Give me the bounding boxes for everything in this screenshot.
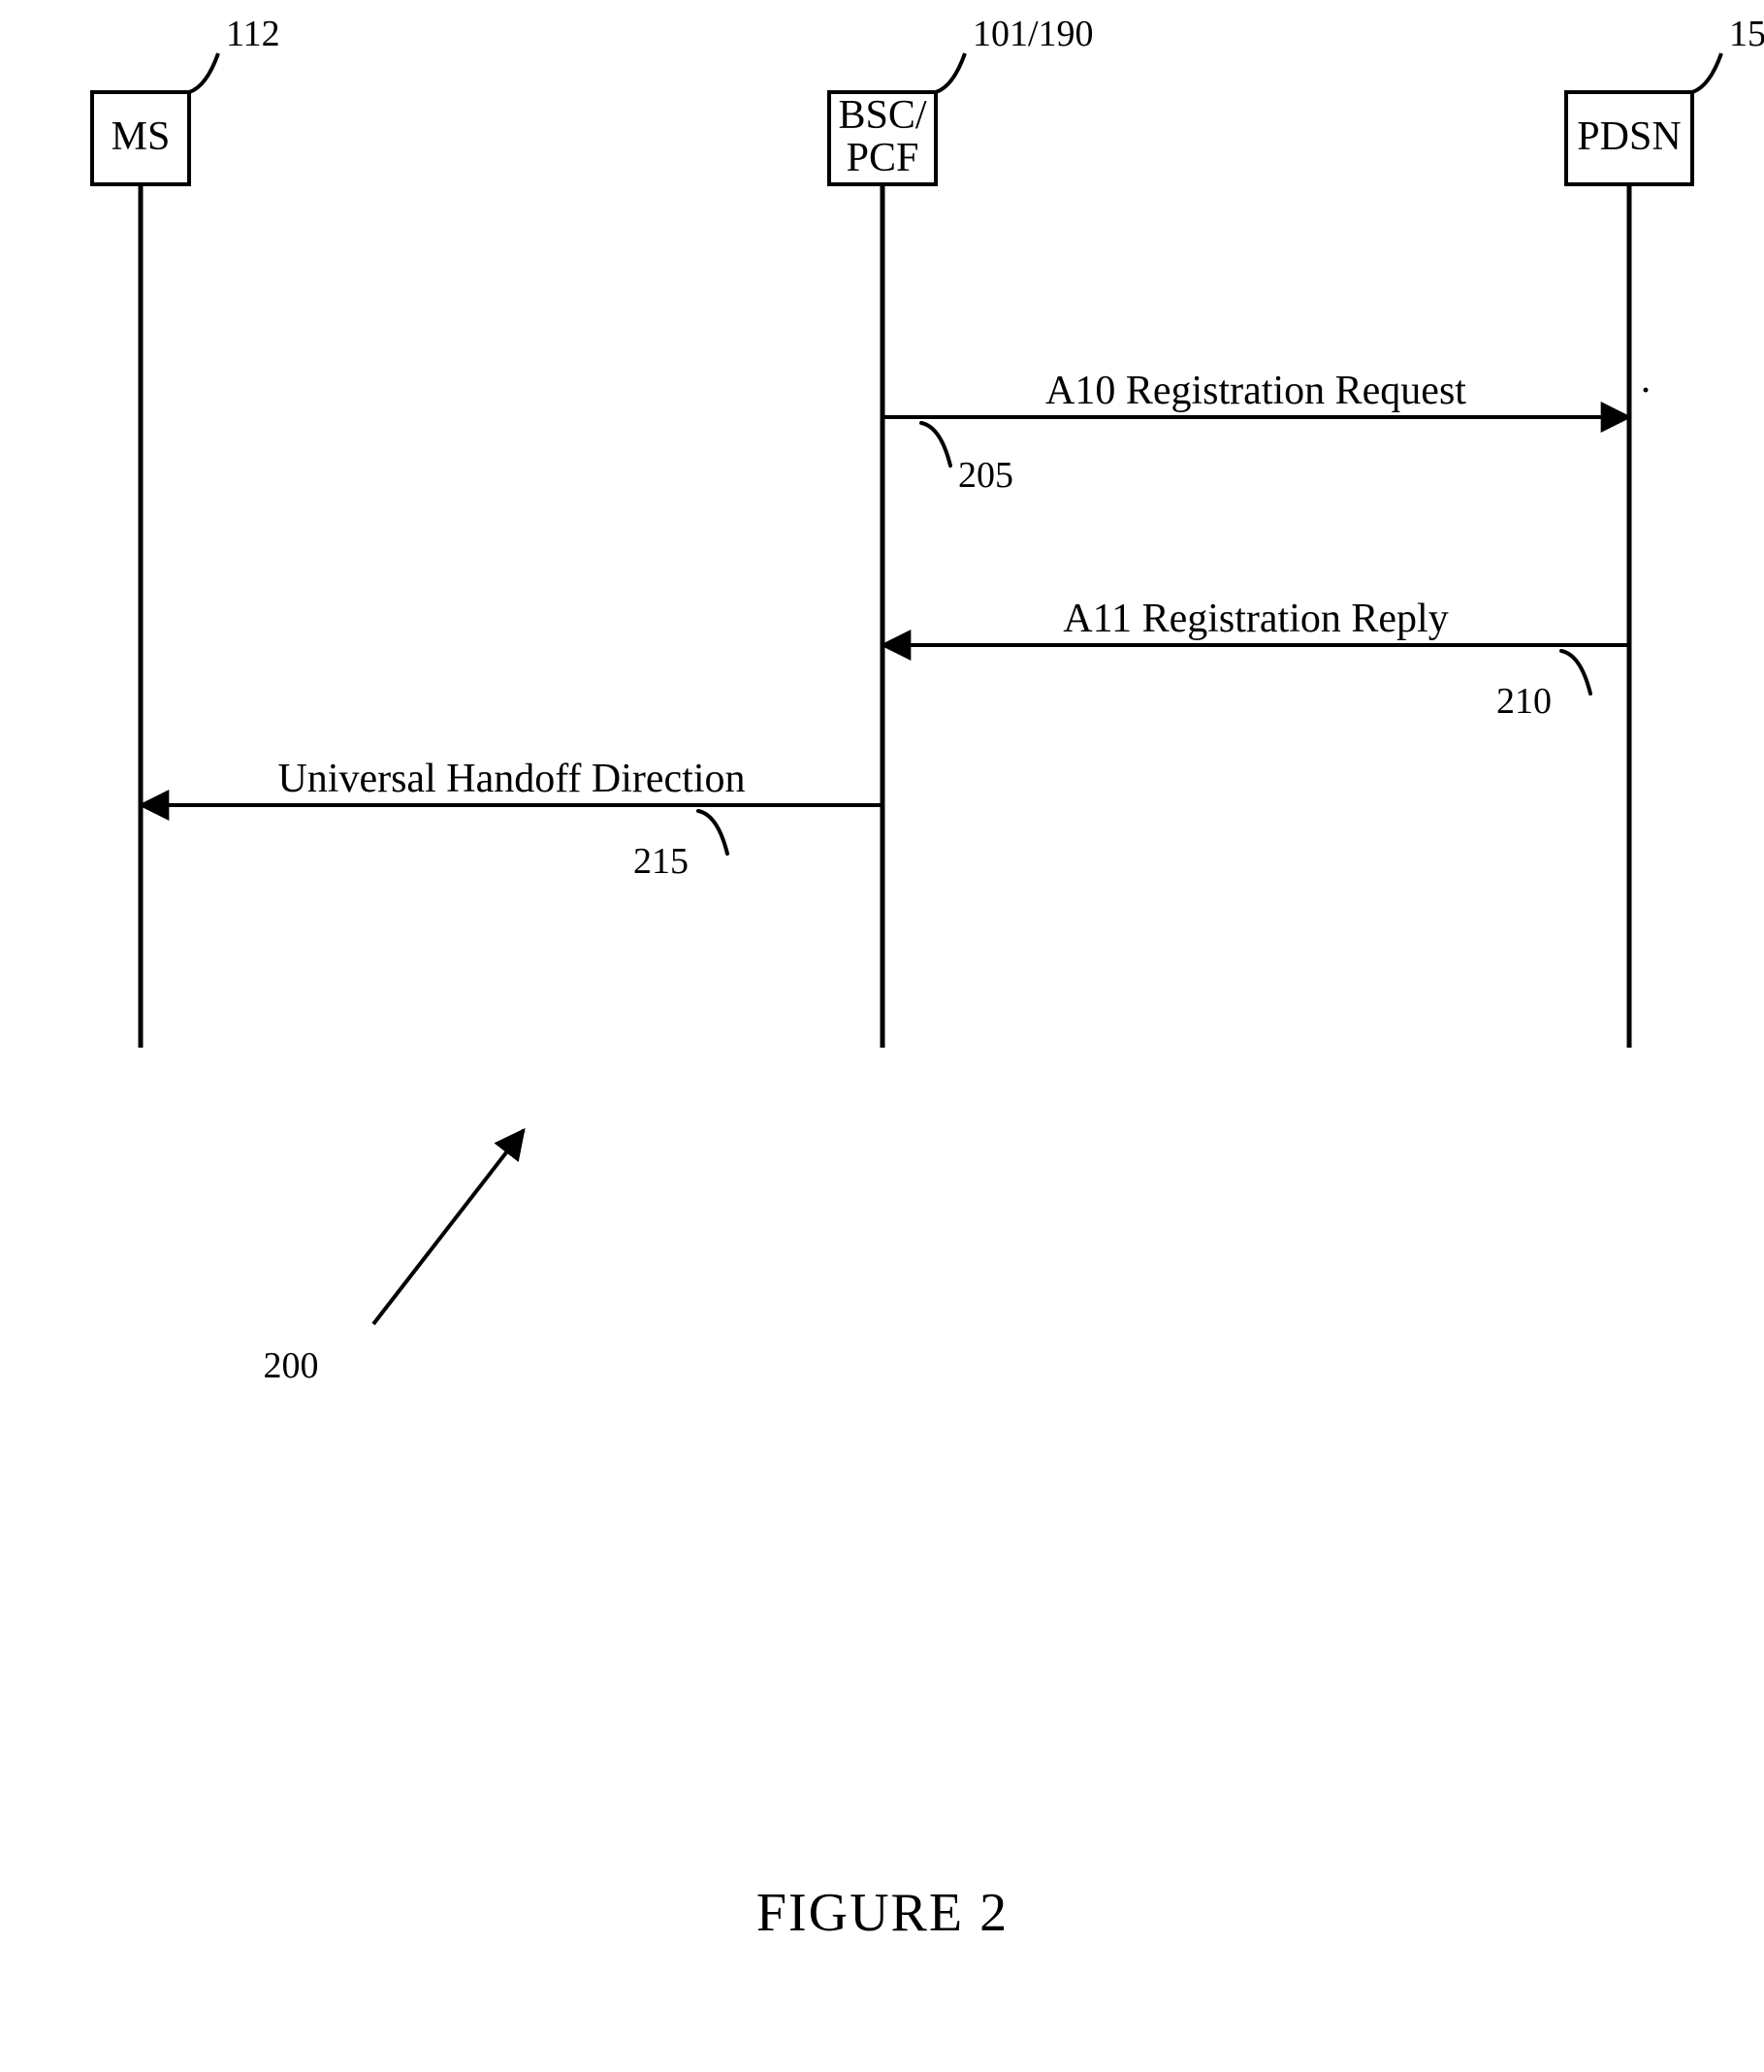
message-ref-leader-m210 bbox=[1561, 651, 1590, 694]
entity-ref-leader-ms bbox=[189, 53, 218, 92]
message-label-suffix-m205: · bbox=[1639, 369, 1652, 413]
entity-ref-pdsn: 150 bbox=[1729, 14, 1764, 54]
entity-ref-leader-pdsn bbox=[1692, 53, 1721, 92]
message-label-m205: A10 Registration Request bbox=[1045, 369, 1466, 413]
page: MS 112 BSC/PCF 101/190 PDSN 150 A10 Registrat… bbox=[0, 0, 1764, 2072]
entity-label-ms: MS bbox=[112, 114, 171, 159]
entity-label-bsc: BSC/PCF bbox=[838, 93, 926, 180]
figure-ref-label: 200 bbox=[264, 1345, 319, 1386]
entity-ref-leader-bsc bbox=[936, 53, 965, 92]
entity-ref-bsc: 101/190 bbox=[973, 14, 1094, 54]
entity-label-pdsn: PDSN bbox=[1577, 114, 1681, 159]
entity-ref-ms: 112 bbox=[226, 14, 280, 54]
figure-caption: FIGURE 2 bbox=[756, 1883, 1009, 1943]
message-ref-m205: 205 bbox=[958, 455, 1013, 496]
messages-layer: A10 Registration Request · A11 Registratio… bbox=[141, 369, 1652, 882]
figure-ref-pointer bbox=[373, 1130, 524, 1324]
message-ref-leader-m215 bbox=[698, 811, 727, 854]
message-label-m215: Universal Handoff Direction bbox=[277, 757, 745, 801]
message-ref-m210: 210 bbox=[1496, 681, 1552, 722]
message-ref-leader-m205 bbox=[921, 423, 950, 466]
annotations-layer: 200 FIGURE 2 bbox=[264, 1130, 1010, 1943]
entities-layer: MS 112 BSC/PCF 101/190 PDSN 150 bbox=[92, 14, 1764, 184]
message-label-m210: A11 Registration Reply bbox=[1063, 597, 1448, 641]
message-ref-m215: 215 bbox=[633, 841, 689, 882]
sequence-diagram: MS 112 BSC/PCF 101/190 PDSN 150 A10 Registrat… bbox=[0, 0, 1764, 2072]
